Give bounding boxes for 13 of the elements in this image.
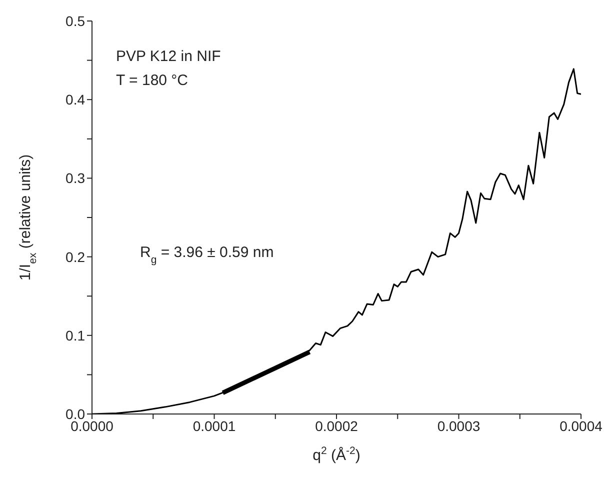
annotation: T = 180 °C [116, 72, 188, 89]
y-tick-label: 0.5 [66, 12, 86, 29]
x-tick-label: 0.0003 [437, 418, 480, 434]
annotation: PVP K12 in NIF [116, 48, 221, 65]
x-tick-label: 0.0002 [315, 418, 358, 434]
y-tick-label: 0.4 [66, 92, 86, 108]
x-tick-label: 0.0004 [560, 418, 603, 434]
x-axis-title: q$^{2}$ (Å$^{-2}$) [312, 445, 360, 464]
y-tick-label: 0.3 [66, 170, 86, 186]
annotation: R$_{g}$ = 3.96 ± 0.59 nm [140, 244, 274, 266]
y-tick-label: 0.1 [66, 327, 86, 344]
x-tick-label: 0.0001 [192, 418, 236, 434]
y-tick-label: 0.2 [66, 248, 86, 265]
